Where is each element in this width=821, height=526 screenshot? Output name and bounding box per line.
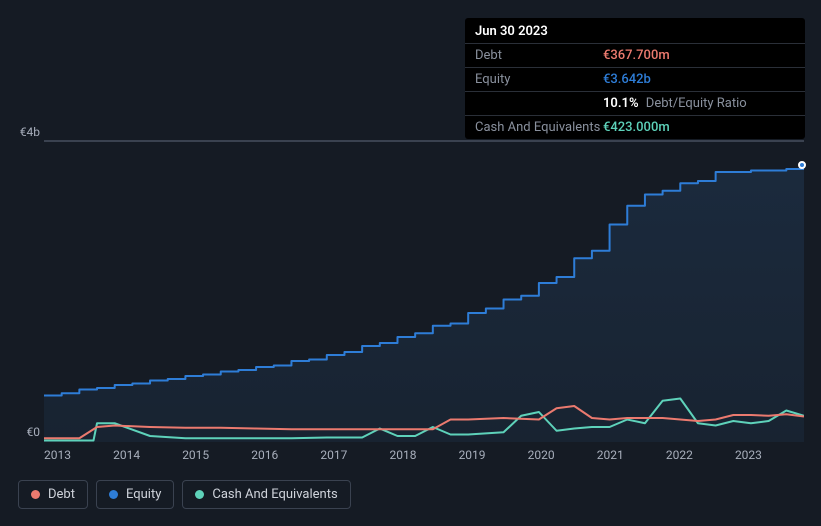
x-axis: 2013201420152016201720182019202020212022… [44,448,804,462]
y-axis-label-max: €4b [0,125,40,139]
chart-legend: Debt Equity Cash And Equivalents [18,480,351,509]
tooltip-row: Debt€367.700m [465,43,805,67]
tooltip-row: Cash And Equivalents€423.000m [465,115,805,139]
legend-dot-icon [31,490,40,499]
x-axis-label: 2020 [528,448,597,462]
series-end-marker [798,161,806,169]
legend-item-equity[interactable]: Equity [96,480,174,509]
tooltip-row: 10.1% Debt/Equity Ratio [465,91,805,115]
x-axis-label: 2015 [182,448,251,462]
x-axis-label: 2017 [320,448,389,462]
legend-item-debt[interactable]: Debt [18,480,88,509]
legend-dot-icon [109,490,118,499]
tooltip-row-label: Debt [475,48,603,63]
x-axis-label: 2019 [459,448,528,462]
x-axis-label: 2016 [251,448,320,462]
tooltip-date: Jun 30 2023 [465,18,805,43]
legend-item-label: Cash And Equivalents [212,487,337,502]
equity-area [44,169,804,442]
tooltip-row-label [475,96,603,111]
chart-svg [44,142,804,442]
x-axis-label: 2022 [666,448,735,462]
legend-item-label: Debt [48,487,75,502]
tooltip-row-label: Equity [475,72,603,87]
chart-plot-area [44,140,804,440]
x-axis-label: 2023 [735,448,804,462]
tooltip-row-value: 10.1% Debt/Equity Ratio [603,96,747,111]
tooltip-row-value: €367.700m [603,48,670,63]
x-axis-label: 2013 [44,448,113,462]
chart-tooltip: Jun 30 2023 Debt€367.700mEquity€3.642b10… [465,18,805,139]
legend-dot-icon [195,490,204,499]
tooltip-row-suffix: Debt/Equity Ratio [643,96,747,111]
y-axis-label-min: €0 [0,425,40,439]
x-axis-label: 2018 [389,448,458,462]
x-axis-label: 2014 [113,448,182,462]
tooltip-row-value: €423.000m [603,120,670,135]
tooltip-row-label: Cash And Equivalents [475,120,603,135]
tooltip-row: Equity€3.642b [465,67,805,91]
x-axis-label: 2021 [597,448,666,462]
legend-item-label: Equity [126,487,161,502]
legend-item-cash[interactable]: Cash And Equivalents [182,480,350,509]
tooltip-row-value: €3.642b [603,72,651,87]
